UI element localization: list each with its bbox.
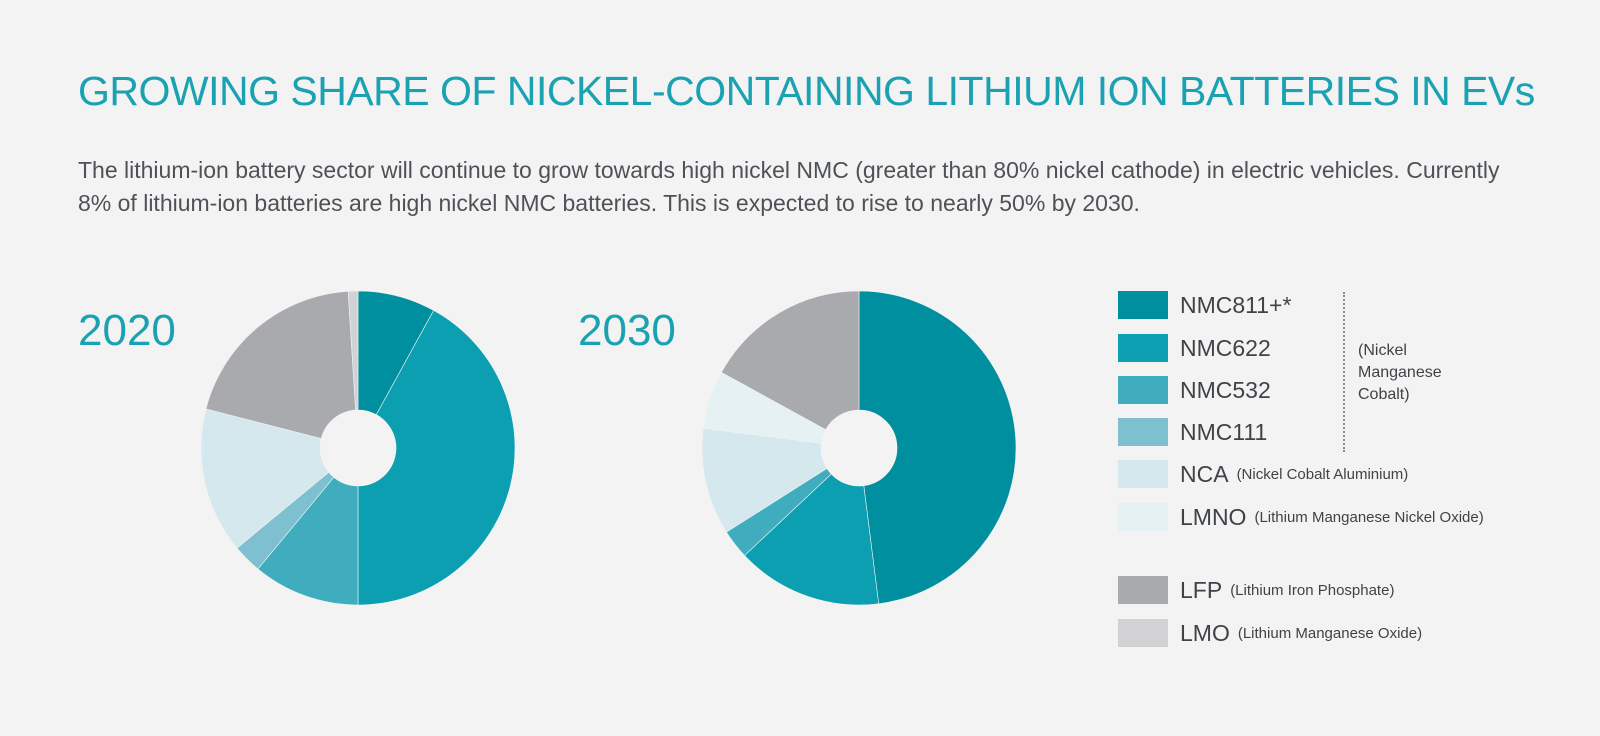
nmc-bracket-divider — [1343, 292, 1345, 452]
legend-swatch — [1118, 376, 1168, 404]
chart-subtitle: The lithium-ion battery sector will cont… — [78, 157, 1500, 216]
legend-item-nca: NCA (Nickel Cobalt Aluminium) — [1118, 459, 1408, 489]
legend-label: NMC532 — [1180, 376, 1271, 403]
donut-hole-2020 — [320, 410, 396, 486]
slice-2020-nmc622 — [357, 310, 516, 606]
donut-chart-2020 — [200, 290, 516, 606]
legend-sublabel: (Nickel Cobalt Aluminium) — [1236, 465, 1409, 483]
nmc-group-note: (Nickel Manganese Cobalt) — [1358, 342, 1442, 403]
legend-sublabel: (Lithium Manganese Nickel Oxide) — [1254, 508, 1484, 526]
legend-label: NMC111 — [1180, 418, 1268, 445]
legend-swatch — [1118, 619, 1168, 647]
chart-title: GROWING SHARE OF NICKEL-CONTAINING LITHI… — [78, 68, 1535, 114]
legend-swatch — [1118, 576, 1168, 604]
legend-item-nmc811: NMC811+* — [1118, 290, 1291, 320]
legend-label: NCA — [1180, 460, 1229, 487]
legend-swatch — [1118, 291, 1168, 319]
legend-label: LMNO — [1180, 503, 1247, 530]
legend-label: NMC622 — [1180, 334, 1271, 361]
legend-item-lmno: LMNO (Lithium Manganese Nickel Oxide) — [1118, 502, 1484, 532]
legend-label: NMC811+* — [1180, 291, 1292, 318]
legend-swatch — [1118, 503, 1168, 531]
donut-hole-2030 — [821, 410, 897, 486]
legend-item-nmc532: NMC532 — [1118, 375, 1271, 405]
year-label-2030: 2030 — [578, 306, 676, 355]
legend-item-nmc622: NMC622 — [1118, 333, 1271, 363]
legend-sublabel: (Lithium Manganese Oxide) — [1237, 624, 1423, 642]
year-label-2020: 2020 — [78, 306, 176, 355]
legend-sublabel: (Lithium Iron Phosphate) — [1230, 581, 1395, 599]
legend-swatch — [1118, 418, 1168, 446]
donut-chart-2030 — [701, 290, 1017, 606]
legend-swatch — [1118, 460, 1168, 488]
legend-swatch — [1118, 334, 1168, 362]
legend-label: LFP — [1180, 576, 1223, 603]
legend-item-lmo: LMO (Lithium Manganese Oxide) — [1118, 618, 1422, 648]
legend-item-nmc111: NMC111 — [1118, 417, 1267, 447]
legend-item-lfp: LFP (Lithium Iron Phosphate) — [1118, 575, 1394, 605]
legend-label: LMO — [1180, 619, 1230, 646]
